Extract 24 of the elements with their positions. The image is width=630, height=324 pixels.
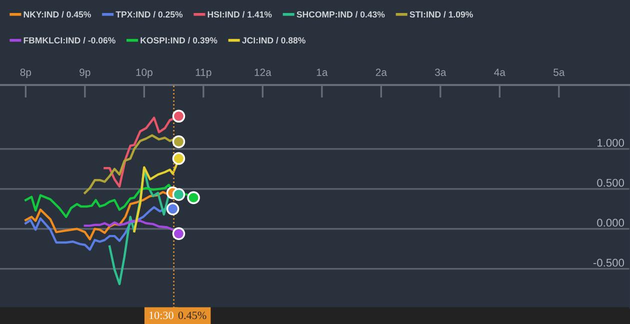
legend-label: JCI:IND / 0.88% (242, 37, 306, 44)
y-tick-label: 1.000 (597, 138, 624, 147)
legend-label: KOSPI:IND / 0.39% (140, 37, 218, 44)
ref-line-label: 10:30 (149, 312, 174, 320)
x-tick-label: 1a (316, 68, 328, 76)
legend-label: FBMKLCI:IND / -0.06% (24, 37, 116, 44)
x-tick-label: 8p (20, 68, 32, 78)
y-tick-label: -0.500 (593, 258, 624, 267)
x-tick-label: 4a (494, 68, 506, 76)
x-tick-label: 2a (376, 68, 387, 76)
x-tick-label: 9p (80, 68, 90, 78)
x-tick-label: 12a (254, 68, 272, 76)
legend-label: SHCOMP:IND / 0.43% (296, 11, 385, 18)
x-tick-label: 11p (196, 68, 212, 78)
x-tick-label: 5a (554, 68, 565, 76)
x-tick-label: 10p (136, 68, 152, 78)
legend-label: STI:IND / 1.09% (410, 11, 473, 18)
y-tick-label: 0.500 (597, 178, 624, 187)
text: 0.45% (178, 312, 206, 320)
x-tick-label: 3a (435, 68, 446, 76)
legend-label: NKY:IND / 0.45% (24, 11, 91, 18)
legend-label: HSI:IND / 1.41% (208, 11, 272, 18)
legend-label: TPX:IND / 0.25% (116, 11, 183, 18)
y-tick-label: 0.000 (597, 218, 624, 227)
